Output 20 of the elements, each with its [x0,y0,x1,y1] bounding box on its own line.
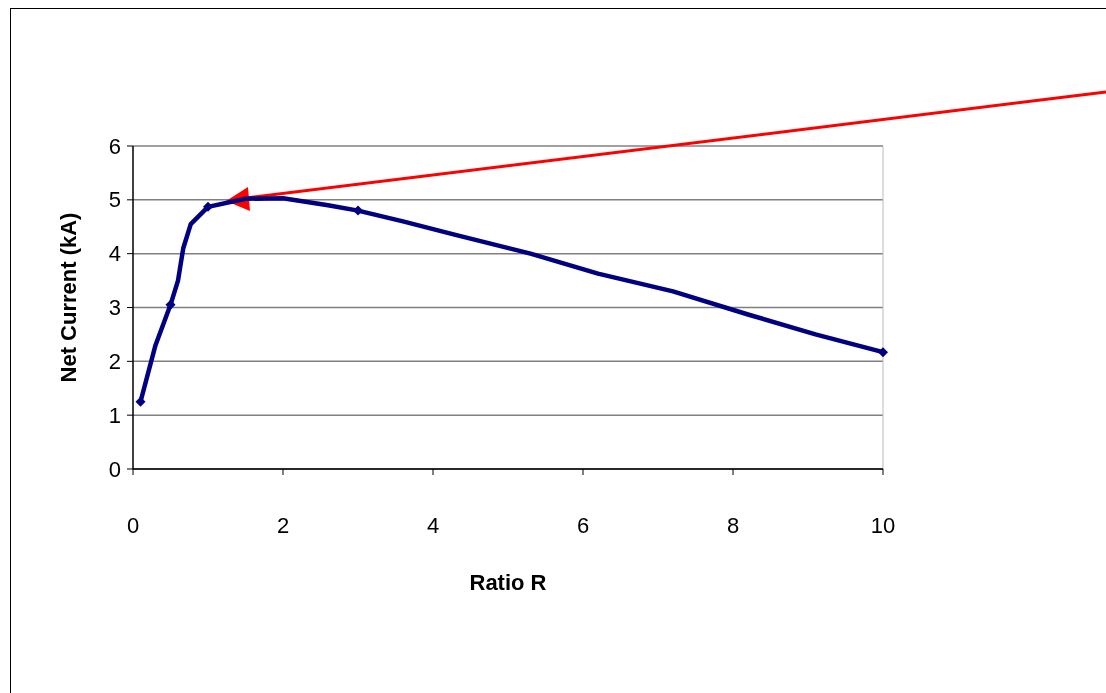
y-tick-label: 0 [108,456,121,482]
x-tick-label: 10 [870,513,896,538]
y-axis-title: Net Current (kA) [56,212,81,383]
x-axis-title: Ratio R [469,570,547,595]
point [878,347,888,358]
x-tick-label: 0 [126,513,140,538]
x-tick-label: 4 [426,513,440,538]
y-tick-label: 4 [108,241,121,267]
x-tick-label: 6 [576,513,590,538]
point [203,201,213,212]
point [135,396,146,407]
y-tick-label: 6 [108,133,121,159]
point [165,299,176,310]
y-tick-label: 1 [108,402,121,428]
y-tick-label: 5 [108,187,121,213]
y-tick-label: 3 [108,295,121,320]
y-tick-label: 2 [108,348,121,374]
x-tick-label: 8 [726,513,740,538]
point [353,205,363,216]
x-tick-label: 2 [276,513,290,538]
